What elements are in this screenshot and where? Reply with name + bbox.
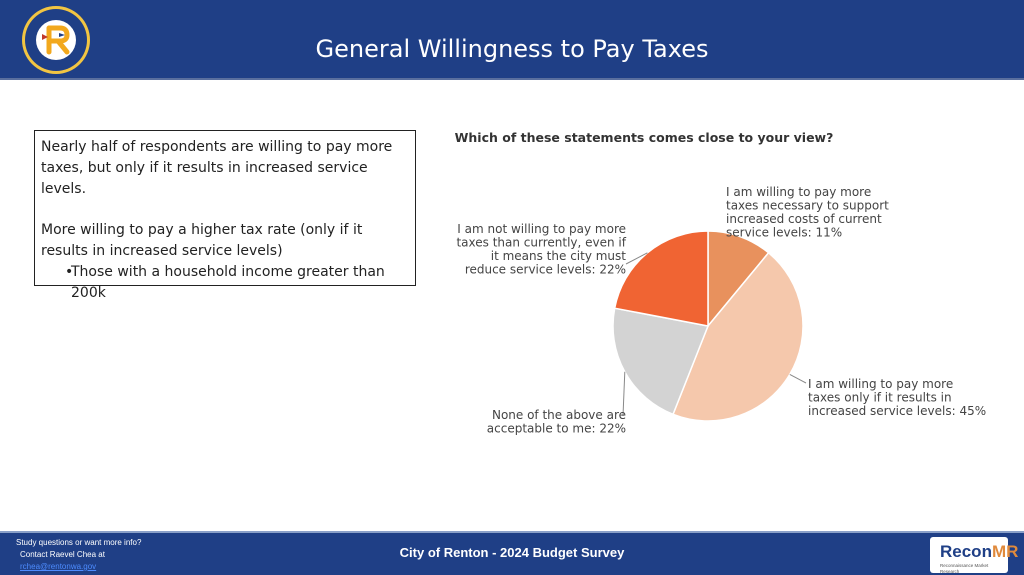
contact-line-1: Study questions or want more info?	[16, 538, 142, 547]
pie-labels: I am willing to pay more taxes necessary …	[456, 185, 986, 436]
slice-label-3: I am not willing to pay more taxes than c…	[456, 222, 626, 277]
leader-line-3	[625, 252, 648, 265]
summary-bullet-text: Those with a household income greater th…	[71, 264, 385, 301]
pie-leader-lines	[622, 252, 807, 417]
summary-callout: Nearly half of respondents are willing t…	[34, 130, 416, 301]
slice-label-0: I am willing to pay more taxes necessary …	[726, 185, 889, 240]
city-logo	[22, 6, 90, 74]
leader-line-2	[622, 371, 626, 417]
contact-email-link[interactable]: rchea@rentonwa.gov	[20, 562, 97, 571]
footer-contact: Study questions or want more info? Conta…	[16, 537, 141, 573]
pie-slice-1	[672, 251, 804, 422]
contact-line-2: Contact Raevel Chea at	[20, 550, 105, 559]
reconmr-wordmark: ReconMR	[940, 542, 1019, 561]
pie-slice-2	[612, 307, 710, 416]
bullet-dot-icon: •	[65, 264, 74, 280]
leader-line-1	[789, 373, 807, 384]
reconmr-tagline: Reconnaissance Market Research	[940, 563, 989, 574]
pie-slice-3	[613, 230, 709, 327]
reconmr-logo: ReconMR Reconnaissance Market Research	[930, 537, 1018, 574]
footer-title: City of Renton - 2024 Budget Survey	[399, 545, 625, 560]
pie-slice-0	[707, 230, 770, 329]
pie-slices	[612, 230, 804, 422]
summary-paragraph-1: Nearly half of respondents are willing t…	[41, 139, 393, 197]
header-bar: General Willingness to Pay Taxes	[0, 0, 1024, 80]
page-title: General Willingness to Pay Taxes	[315, 35, 709, 63]
summary-bullet: • Those with a household income greater t…	[41, 262, 409, 304]
footer-bar: Study questions or want more info? Conta…	[0, 531, 1024, 575]
slice-label-2: None of the above are acceptable to me: 2…	[487, 408, 626, 436]
chart-title: Which of these statements comes close to…	[455, 130, 834, 145]
pie-chart: Which of these statements comes close to…	[455, 130, 986, 436]
slice-label-1: I am willing to pay more taxes only if it…	[808, 377, 986, 418]
summary-paragraph-2: More willing to pay a higher tax rate (o…	[41, 222, 363, 259]
